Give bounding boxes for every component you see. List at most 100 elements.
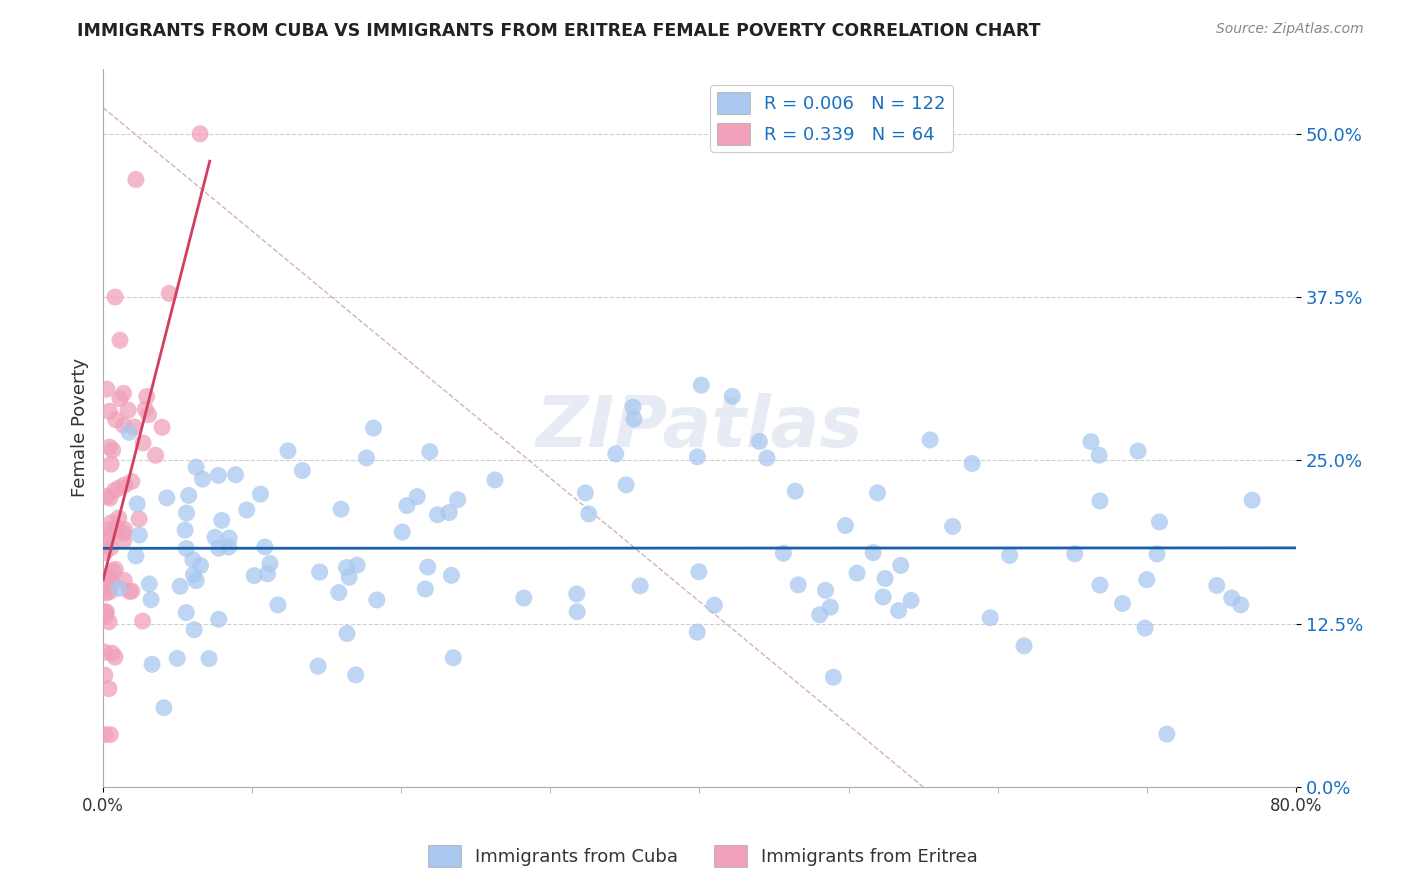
Point	[391, 524, 413, 539]
Point	[98, 615, 121, 629]
Point	[356, 450, 378, 465]
Point	[121, 584, 143, 599]
Point	[93, 645, 115, 659]
Point	[1012, 639, 1035, 653]
Point	[186, 574, 208, 588]
Point	[104, 650, 127, 665]
Point	[243, 568, 266, 582]
Point	[218, 540, 240, 554]
Point	[960, 457, 983, 471]
Point	[688, 565, 710, 579]
Point	[132, 436, 155, 450]
Point	[308, 565, 330, 579]
Point	[98, 728, 121, 742]
Point	[117, 403, 139, 417]
Point	[121, 475, 143, 489]
Point	[426, 508, 449, 522]
Point	[104, 562, 127, 576]
Point	[94, 532, 117, 546]
Legend: R = 0.006   N = 122, R = 0.339   N = 64: R = 0.006 N = 122, R = 0.339 N = 64	[710, 85, 953, 153]
Point	[107, 511, 129, 525]
Point	[98, 491, 121, 505]
Point	[872, 590, 894, 604]
Point	[97, 523, 120, 537]
Point	[363, 421, 385, 435]
Point	[208, 612, 231, 626]
Point	[686, 450, 709, 464]
Point	[97, 530, 120, 544]
Text: ZIPatlas: ZIPatlas	[536, 393, 863, 462]
Point	[787, 578, 810, 592]
Point	[100, 457, 122, 471]
Point	[114, 523, 136, 537]
Point	[1220, 591, 1243, 605]
Point	[150, 420, 173, 434]
Point	[366, 593, 388, 607]
Point	[1080, 434, 1102, 449]
Point	[814, 583, 837, 598]
Point	[846, 566, 869, 581]
Point	[1111, 597, 1133, 611]
Point	[94, 580, 117, 594]
Point	[439, 506, 461, 520]
Point	[184, 460, 207, 475]
Point	[166, 651, 188, 665]
Point	[337, 570, 360, 584]
Point	[890, 558, 912, 573]
Point	[330, 502, 353, 516]
Point	[942, 519, 965, 533]
Point	[887, 604, 910, 618]
Point	[139, 592, 162, 607]
Point	[100, 516, 122, 530]
Point	[112, 533, 135, 548]
Point	[862, 546, 884, 560]
Point	[900, 593, 922, 607]
Point	[567, 605, 589, 619]
Point	[344, 668, 367, 682]
Point	[253, 540, 276, 554]
Point	[1063, 547, 1085, 561]
Point	[108, 481, 131, 495]
Point	[125, 549, 148, 563]
Point	[94, 609, 117, 624]
Point	[820, 600, 842, 615]
Point	[97, 681, 120, 696]
Point	[440, 568, 463, 582]
Point	[101, 646, 124, 660]
Point	[104, 413, 127, 427]
Point	[267, 598, 290, 612]
Point	[623, 412, 645, 426]
Point	[169, 579, 191, 593]
Point	[785, 484, 807, 499]
Point	[1126, 444, 1149, 458]
Point	[96, 575, 118, 590]
Point	[686, 625, 709, 640]
Point	[93, 605, 115, 619]
Point	[125, 172, 148, 186]
Point	[755, 450, 778, 465]
Point	[419, 444, 441, 458]
Point	[1156, 727, 1178, 741]
Point	[104, 483, 127, 498]
Point	[614, 478, 637, 492]
Point	[104, 290, 127, 304]
Point	[335, 560, 357, 574]
Point	[112, 574, 135, 588]
Point	[225, 467, 247, 482]
Point	[101, 577, 124, 591]
Point	[1088, 494, 1111, 508]
Point	[703, 598, 725, 612]
Point	[395, 499, 418, 513]
Point	[98, 585, 121, 599]
Point	[153, 700, 176, 714]
Point	[174, 606, 197, 620]
Point	[834, 518, 856, 533]
Point	[118, 584, 141, 599]
Point	[96, 573, 118, 587]
Point	[441, 650, 464, 665]
Point	[866, 486, 889, 500]
Point	[406, 490, 429, 504]
Point	[211, 513, 233, 527]
Point	[1241, 493, 1264, 508]
Point	[484, 473, 506, 487]
